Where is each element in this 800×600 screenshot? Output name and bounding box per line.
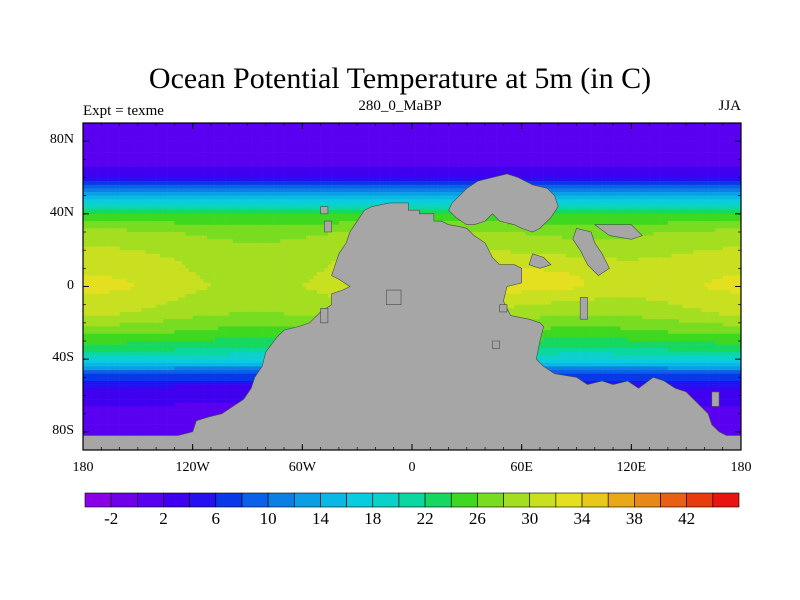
time-label: 280_0_MaBP [358, 98, 442, 114]
colorbar-tick-label: 6 [211, 509, 221, 528]
colorbar-box [320, 492, 347, 508]
colorbar-box [607, 492, 635, 508]
colorbar-tick-label: 2 [159, 509, 168, 528]
tethys-island-east [572, 228, 610, 276]
island-5 [499, 304, 508, 313]
island-1 [323, 220, 332, 233]
tethys-island-small [528, 253, 552, 269]
x-tick-label: 180 [730, 460, 752, 475]
colorbar-tick-label: 22 [416, 509, 434, 528]
colorbar-box [529, 492, 557, 508]
x-tick-label: 0 [408, 460, 416, 475]
experiment-label: Expt = texme [83, 103, 164, 119]
y-tick-label: 0 [67, 277, 74, 293]
y-tick-label: 80S [52, 422, 74, 438]
colorbar-box [137, 492, 164, 508]
colorbar-tick-label: 18 [364, 509, 382, 528]
colorbar-box [110, 492, 138, 508]
y-tick-label: 40S [52, 350, 74, 366]
colorbar-tick-label: 30 [521, 509, 539, 528]
island-2 [320, 206, 329, 215]
x-tick-label: 180 [72, 460, 94, 475]
colorbar-box [267, 492, 295, 508]
colorbar-box [293, 492, 321, 508]
colorbar-tick-label: 26 [468, 509, 486, 528]
colorbar-box [372, 492, 400, 508]
north-landmass [448, 173, 559, 233]
colorbar-box [424, 492, 452, 508]
colorbar-box [398, 492, 426, 508]
colorbar-box [555, 492, 583, 508]
colorbar-tick-label: 34 [573, 509, 591, 528]
colorbar-tick-label: 10 [259, 509, 277, 528]
island-3 [320, 307, 329, 324]
season-label: JJA [718, 98, 741, 114]
island-6 [711, 391, 720, 407]
x-tick-label: 120W [175, 460, 210, 475]
x-tick-label: 60W [288, 460, 316, 475]
colorbar-box [189, 492, 217, 508]
colorbar-box [634, 492, 661, 508]
y-tick-label: 40N [49, 204, 74, 220]
colorbar-box [241, 492, 269, 508]
y-tick-label: 80N [49, 132, 74, 148]
colorbar-tick-label: 14 [311, 509, 329, 528]
colorbar-box [84, 492, 112, 508]
colorbar-box [163, 492, 190, 508]
colorbar-tick-label: 42 [678, 509, 696, 528]
colorbar-box [477, 492, 504, 508]
colorbar-box [450, 492, 478, 508]
colorbar-box [581, 492, 609, 508]
colorbar-tick-label: -2 [104, 509, 119, 528]
x-tick-label: 120E [616, 460, 647, 475]
colorbar-box [215, 492, 243, 508]
island-4 [579, 297, 588, 320]
tethys-island-ne [593, 224, 643, 240]
colorbar-tick-label: 38 [625, 509, 643, 528]
colorbar-box [686, 492, 714, 508]
colorbar-box [712, 492, 740, 508]
plot-title: Ocean Potential Temperature at 5m (in C) [148, 62, 652, 95]
colorbar-box [660, 492, 687, 508]
colorbar-box [503, 492, 531, 508]
x-tick-label: 60E [510, 460, 533, 475]
colorbar-box [346, 492, 374, 508]
island-7 [492, 340, 501, 349]
island-8 [386, 289, 402, 306]
